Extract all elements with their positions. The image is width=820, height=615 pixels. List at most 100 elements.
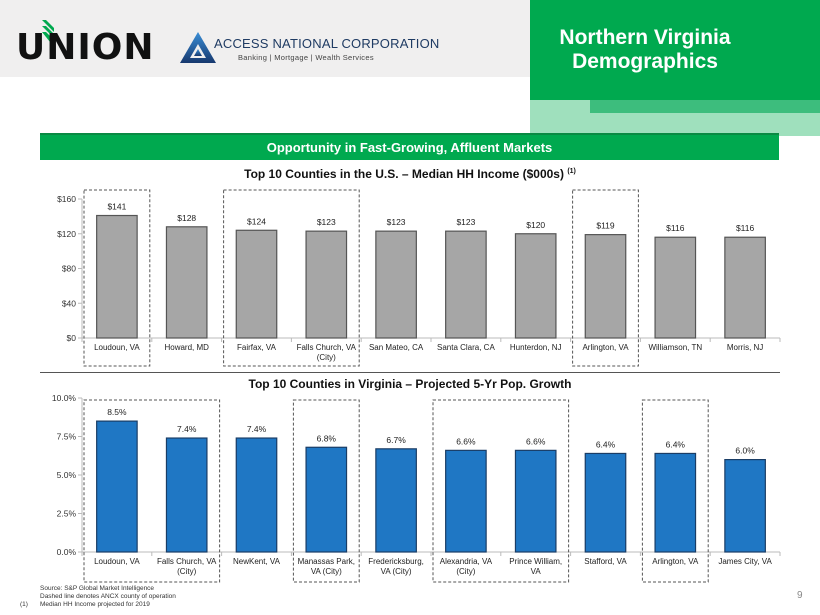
growth-data-label: 6.7% [386, 435, 406, 445]
income-data-label: $123 [387, 217, 406, 227]
income-x-tick-label: Morris, NJ [727, 343, 763, 352]
source-note: Source: S&P Global Market Intelligence [40, 585, 155, 592]
income-bar [165, 226, 208, 339]
income-y-tick-label: $80 [62, 264, 76, 274]
income-data-label: $120 [526, 220, 545, 230]
growth-data-label: 6.8% [317, 433, 337, 443]
income-y-tick-label: $120 [57, 229, 76, 239]
growth-bar [584, 452, 627, 553]
income-x-tick-label: Howard, MD [164, 343, 209, 352]
income-x-tick-label: Santa Clara, CA [437, 343, 495, 352]
footnote-1-text: Median HH Income projected for 2019 [40, 601, 150, 608]
growth-x-tick-label: VA (City) [381, 567, 412, 576]
growth-highlight-box [292, 399, 360, 583]
union-logo-text: UNION [16, 27, 155, 68]
growth-y-tick-label: 5.0% [57, 470, 77, 480]
income-bar [584, 234, 627, 339]
growth-y-tick-label: 0.0% [57, 547, 77, 557]
access-national-name: ACCESS NATIONAL CORPORATION [214, 36, 440, 51]
growth-y-tick-label: 7.5% [57, 432, 77, 442]
accent-block [530, 100, 590, 136]
growth-bar [654, 452, 697, 553]
growth-bar [445, 449, 487, 553]
income-y-tick-label: $0 [67, 333, 77, 343]
growth-x-tick-label: Loudoun, VA [94, 557, 140, 566]
growth-x-tick-label: VA [531, 567, 542, 576]
union-logo: UNION [16, 20, 154, 66]
chart-divider [40, 372, 780, 373]
accent-block [590, 113, 820, 136]
growth-x-tick-label: VA (City) [311, 567, 342, 576]
growth-x-tick-label: Manassas Park, [298, 557, 355, 566]
page-title: Northern Virginia Demographics [530, 26, 760, 74]
growth-x-tick-label: Falls Church, VA [157, 557, 217, 566]
income-x-tick-label: Loudoun, VA [94, 343, 140, 352]
income-bar [514, 233, 557, 339]
income-x-tick-label: San Mateo, CA [369, 343, 424, 352]
header-band [0, 0, 530, 77]
accent-block [590, 100, 820, 113]
growth-x-tick-label: Prince William, [509, 557, 562, 566]
income-chart-title-text: Top 10 Counties in the U.S. – Median HH … [244, 167, 564, 181]
footnotes: Source: S&P Global Market Intelligence D… [20, 585, 176, 609]
growth-y-tick-label: 10.0% [52, 393, 77, 403]
growth-data-label: 8.5% [107, 407, 127, 417]
growth-x-tick-label: Stafford, VA [584, 557, 627, 566]
page-number: 9 [797, 590, 803, 601]
growth-data-label: 6.0% [735, 446, 755, 456]
income-x-tick-label: (City) [317, 353, 336, 362]
growth-bar [375, 448, 417, 553]
income-x-tick-label: Williamson, TN [648, 343, 702, 352]
growth-bar [96, 420, 138, 553]
growth-data-label: 7.4% [177, 424, 197, 434]
growth-data-label: 6.6% [526, 436, 546, 446]
growth-x-tick-label: NewKent, VA [233, 557, 281, 566]
growth-bar [514, 449, 557, 553]
growth-bar [724, 459, 766, 553]
growth-data-label: 6.4% [666, 439, 686, 449]
footnote-1: (1) Median HH Income projected for 2019 [20, 601, 176, 609]
income-bar [305, 230, 348, 339]
income-x-tick-label: Hunterdon, NJ [510, 343, 562, 352]
income-x-tick-label: Arlington, VA [582, 343, 629, 352]
growth-bar [165, 437, 208, 553]
income-data-label: $116 [736, 223, 755, 233]
growth-data-label: 7.4% [247, 424, 267, 434]
income-bar [235, 229, 278, 339]
growth-bar [235, 437, 278, 553]
growth-x-tick-label: Arlington, VA [652, 557, 699, 566]
growth-x-tick-label: James City, VA [718, 557, 772, 566]
income-highlight-box [83, 189, 151, 367]
growth-x-tick-label: Fredericksburg, [368, 557, 424, 566]
income-y-tick-label: $160 [57, 194, 76, 204]
dashed-line-note: Dashed line denotes ANCX county of opera… [40, 593, 176, 600]
income-y-tick-label: $40 [62, 298, 76, 308]
section-title: Opportunity in Fast-Growing, Affluent Ma… [40, 133, 779, 160]
growth-highlight-box [641, 399, 709, 583]
income-data-label: $123 [317, 217, 336, 227]
access-national-tagline: Banking | Mortgage | Wealth Services [238, 53, 374, 62]
growth-x-tick-label: Alexandria, VA [440, 557, 493, 566]
growth-bar [305, 446, 348, 553]
page-title-line1: Northern Virginia [559, 26, 731, 49]
page-title-line2: Demographics [572, 50, 718, 73]
access-national-triangle-icon [180, 32, 216, 63]
income-highlight-box [223, 189, 360, 367]
income-bar [654, 236, 697, 339]
income-data-label: $116 [666, 223, 685, 233]
union-stripes-icon [42, 20, 54, 42]
income-chart-title: Top 10 Counties in the U.S. – Median HH … [40, 167, 780, 181]
growth-chart-title: Top 10 Counties in Virginia – Projected … [248, 377, 572, 391]
income-data-label: $124 [247, 216, 266, 226]
growth-highlight-box [83, 399, 221, 583]
growth-data-label: 6.4% [596, 439, 616, 449]
title-band [530, 0, 820, 97]
footnote-1-marker: (1) [20, 601, 28, 608]
growth-highlight-box [432, 399, 570, 583]
growth-x-tick-label: (City) [177, 567, 196, 576]
income-data-label: $128 [177, 213, 196, 223]
income-x-tick-label: Falls Church, VA [297, 343, 357, 352]
income-data-label: $123 [456, 217, 475, 227]
accent-line [530, 97, 820, 100]
